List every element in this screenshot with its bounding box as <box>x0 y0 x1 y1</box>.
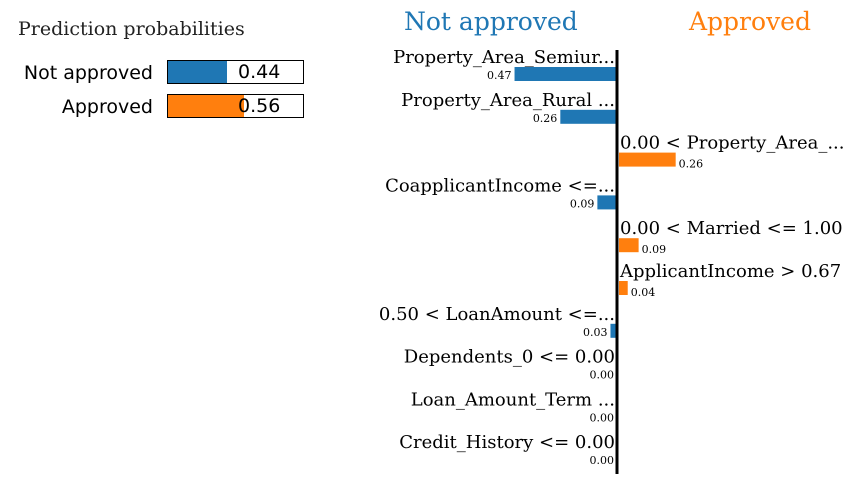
proba-value: 0.56 <box>238 95 281 117</box>
proba-bar: 0.56 <box>167 94 304 118</box>
feature-label: 0.00 < Property_Area_... <box>620 133 845 154</box>
proba-row-not-approved: Not approved 0.44 <box>0 60 320 86</box>
feature-label: Dependents_0 <= 0.00 <box>404 347 615 368</box>
bar-value: 0.00 <box>590 369 615 382</box>
proba-label: Approved <box>61 96 153 118</box>
contribution-bar <box>610 323 617 338</box>
bar-value: 0.09 <box>570 197 595 210</box>
contribution-bar <box>619 152 676 167</box>
feature-label: CoapplicantIncome <=... <box>385 175 615 196</box>
feature-label: Property_Area_Semiur... <box>393 47 615 68</box>
feature-label: Credit_History <= 0.00 <box>399 432 615 453</box>
bar-value: 0.09 <box>642 243 667 256</box>
contribution-bar <box>514 67 617 81</box>
bar-value: 0.00 <box>590 454 615 467</box>
contribution-bar <box>619 281 628 295</box>
bar-value: 0.47 <box>487 69 512 82</box>
feature-label: 0.50 < LoanAmount <=... <box>379 304 615 325</box>
bar-value: 0.04 <box>631 286 656 299</box>
feature-label: Loan_Amount_Term ... <box>411 389 615 410</box>
contribution-bar <box>619 238 639 253</box>
proba-bar: 0.44 <box>167 60 304 84</box>
bar-value: 0.03 <box>583 326 608 339</box>
approved-header: Approved <box>688 7 811 36</box>
bar-value: 0.00 <box>590 411 615 424</box>
not-approved-header: Not approved <box>404 7 578 36</box>
contribution-bar <box>597 195 617 210</box>
feature-label: 0.00 < Married <= 1.00 <box>620 218 843 239</box>
contribution-bar <box>560 109 617 124</box>
proba-fill <box>168 61 228 83</box>
bar-value: 0.26 <box>679 158 704 171</box>
proba-label: Not approved <box>23 62 153 84</box>
prediction-probabilities-title: Prediction probabilities <box>18 18 245 40</box>
bar-value: 0.26 <box>533 112 558 125</box>
proba-value: 0.44 <box>238 61 281 83</box>
proba-fill <box>168 95 244 117</box>
proba-row-approved: Approved 0.56 <box>0 94 320 120</box>
feature-label: ApplicantIncome > 0.67 <box>619 261 841 282</box>
feature-label: Property_Area_Rural ... <box>401 90 615 111</box>
